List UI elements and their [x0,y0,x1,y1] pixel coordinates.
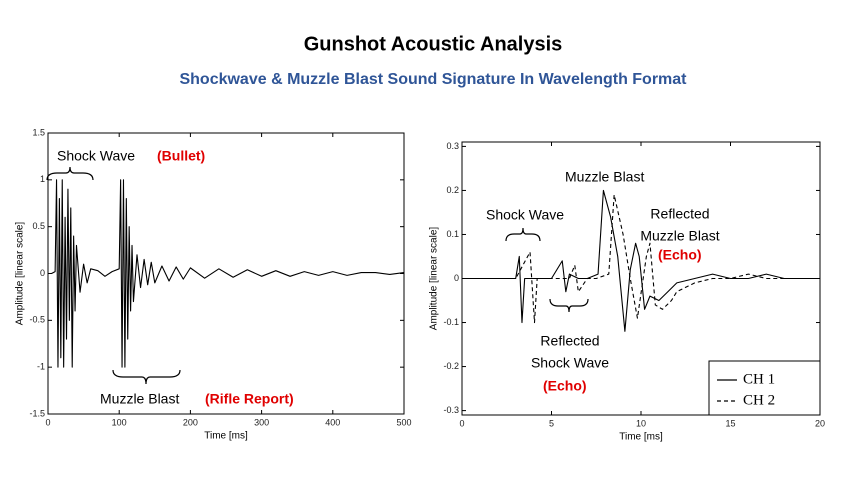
brace [112,369,181,385]
annotation: Muzzle Blast [640,228,719,244]
x-tick-label: 20 [815,418,825,428]
y-tick-label: 0.5 [32,221,45,231]
annotation: (Echo) [543,378,587,394]
x-tick-label: 500 [396,417,411,427]
subtitle: Shockwave & Muzzle Blast Sound Signature… [179,71,687,88]
annotation: Shock Wave [57,148,135,164]
y-tick-label: -0.2 [443,361,459,371]
y-axis-label: Amplitude [linear scale] [429,227,440,331]
y-tick-label: -1 [37,362,45,372]
x-tick-label: 0 [45,417,50,427]
y-tick-label: -0.5 [29,315,45,325]
annotation: Muzzle Blast [100,391,179,407]
x-tick-label: 100 [112,417,127,427]
x-tick-label: 10 [636,418,646,428]
y-tick-label: 0 [454,273,459,283]
title: Gunshot Acoustic Analysis [304,33,563,55]
y-tick-label: -1.5 [29,408,45,418]
annotation: Muzzle Blast [565,169,644,185]
y-axis-label: Amplitude [linear scale] [15,222,26,326]
annotation: Shock Wave [531,355,609,371]
legend-label: CH 1 [743,371,775,387]
x-tick-label: 15 [725,418,735,428]
waveform [462,194,820,324]
waveform [462,189,820,332]
y-tick-label: 1.5 [32,127,45,137]
y-tick-label: -0.1 [443,317,459,327]
annotation: (Bullet) [157,148,205,164]
brace [505,227,541,242]
annotation: Reflected [650,206,709,222]
x-tick-label: 300 [254,417,269,427]
y-tick-label: 1 [40,174,45,184]
y-tick-label: 0.2 [446,185,459,195]
y-tick-label: -0.3 [443,405,459,415]
waveform [48,179,405,368]
x-axis-label: Time [ms] [619,432,663,443]
y-tick-label: 0 [40,268,45,278]
annotation: (Echo) [658,247,702,263]
x-tick-label: 0 [459,418,464,428]
y-tick-label: 0.1 [446,229,459,239]
legend-box [708,360,821,416]
x-tick-label: 400 [325,417,340,427]
annotation: (Rifle Report) [205,391,294,407]
brace [46,166,94,181]
annotation: Reflected [540,333,599,349]
legend-label: CH 2 [743,392,775,408]
annotation: Shock Wave [486,207,564,223]
x-tick-label: 200 [183,417,198,427]
x-tick-label: 5 [549,418,554,428]
y-tick-label: 0.3 [446,141,459,151]
brace [549,298,589,313]
x-axis-label: Time [ms] [204,431,248,442]
